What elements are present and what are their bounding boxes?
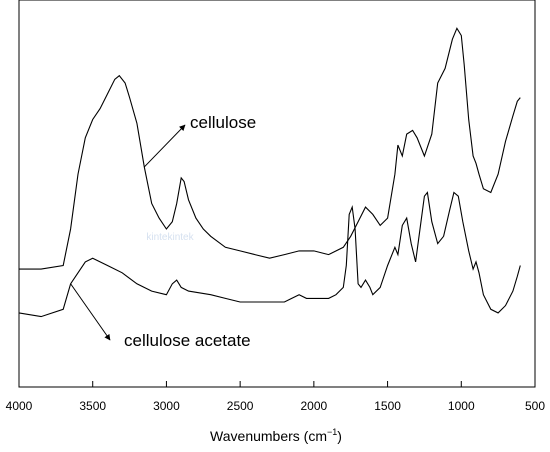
- x-axis-label-close: ): [337, 428, 342, 444]
- x-tick-label-1500: 1500: [374, 399, 401, 413]
- annotation-label-0: cellulose: [190, 113, 256, 132]
- series-line-cellulose-acetate: [18, 191, 521, 318]
- watermark-text: kintekintek: [146, 232, 194, 243]
- x-axis-label-main: Wavenumbers (cm: [210, 428, 327, 444]
- plot-area: kintekintek: [18, 0, 536, 388]
- series-layer: [18, 27, 521, 318]
- x-tick-label-1000: 1000: [448, 399, 475, 413]
- annotation-arrow-0: [143, 124, 186, 168]
- x-tick-label-500: 500: [525, 399, 545, 413]
- x-axis-label-sup: −1: [327, 427, 337, 437]
- x-tick-label-3000: 3000: [153, 399, 180, 413]
- x-axis: 4000 3500 3000 2500 2000 1500 1000 500: [6, 381, 545, 413]
- x-tick-label-2000: 2000: [301, 399, 328, 413]
- annotation-label-1: cellulose acetate: [124, 331, 251, 350]
- annotation-arrow-1: [70, 283, 111, 341]
- x-tick-label-2500: 2500: [227, 399, 254, 413]
- series-line-cellulose: [19, 27, 521, 270]
- plot-frame: [18, 0, 536, 388]
- annotations: cellulose cellulose acetate: [70, 113, 256, 350]
- x-tick-label-4000: 4000: [6, 399, 33, 413]
- x-axis-label: Wavenumbers (cm−1): [210, 427, 342, 444]
- x-tick-label-3500: 3500: [79, 399, 106, 413]
